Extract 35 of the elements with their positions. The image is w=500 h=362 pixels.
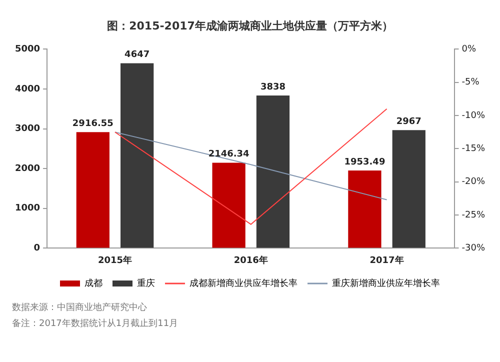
text: 备注：2017年数据统计从1月截止到11月 bbox=[12, 318, 180, 331]
y2-tick-label: -5% bbox=[462, 78, 480, 88]
data-label: 4647 bbox=[124, 50, 150, 60]
y2-tick-label: 0% bbox=[462, 44, 476, 55]
legend-label: 重庆新增商业供应年增长率 bbox=[332, 278, 440, 289]
y2-tick-label: -10% bbox=[462, 110, 486, 121]
data-label: 2967 bbox=[396, 116, 422, 127]
bar bbox=[348, 170, 382, 248]
bar bbox=[392, 130, 426, 248]
legend-label: 成都 bbox=[84, 278, 102, 289]
x-tick-label: 2016年 bbox=[234, 254, 268, 266]
y-tick-label: 1000 bbox=[14, 204, 40, 214]
y2-tick-label: -25% bbox=[462, 210, 486, 220]
source-note: 数据来源：中国商业地产研究中心 bbox=[12, 302, 148, 315]
y2-tick-label: -15% bbox=[462, 144, 486, 154]
y-tick-label: 0 bbox=[34, 244, 40, 254]
y2-tick-label: -30% bbox=[462, 244, 486, 254]
bar bbox=[76, 132, 110, 248]
y-tick-label: 5000 bbox=[14, 44, 40, 55]
data-label: 1953.49 bbox=[344, 157, 386, 168]
y2-tick-label: -20% bbox=[462, 177, 486, 188]
data-label: 2146.34 bbox=[208, 150, 250, 160]
x-tick-label: 2017年 bbox=[370, 254, 404, 266]
data-label: 2916.55 bbox=[72, 118, 114, 129]
bar bbox=[212, 162, 246, 248]
y-tick-label: 2000 bbox=[14, 164, 40, 174]
bar bbox=[120, 63, 154, 248]
y-tick-label: 4000 bbox=[14, 84, 40, 94]
data-label: 3838 bbox=[260, 82, 286, 92]
y-tick-label: 3000 bbox=[14, 124, 40, 134]
legend-label: 成都新增商业供应年增长率 bbox=[190, 278, 298, 289]
x-tick-label: 2015年 bbox=[98, 254, 132, 266]
chart-title: 图：2015-2017年成渝两城商业土地供应量（万平方米） bbox=[107, 19, 393, 32]
bar bbox=[256, 95, 290, 248]
legend-label: 重庆 bbox=[137, 278, 155, 289]
